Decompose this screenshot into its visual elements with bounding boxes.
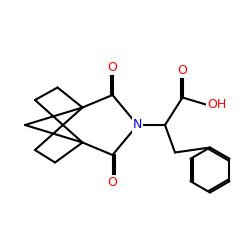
Text: O: O xyxy=(178,64,188,76)
Text: O: O xyxy=(108,61,118,74)
Text: OH: OH xyxy=(208,98,227,112)
Text: O: O xyxy=(108,176,118,189)
Text: N: N xyxy=(133,118,142,132)
